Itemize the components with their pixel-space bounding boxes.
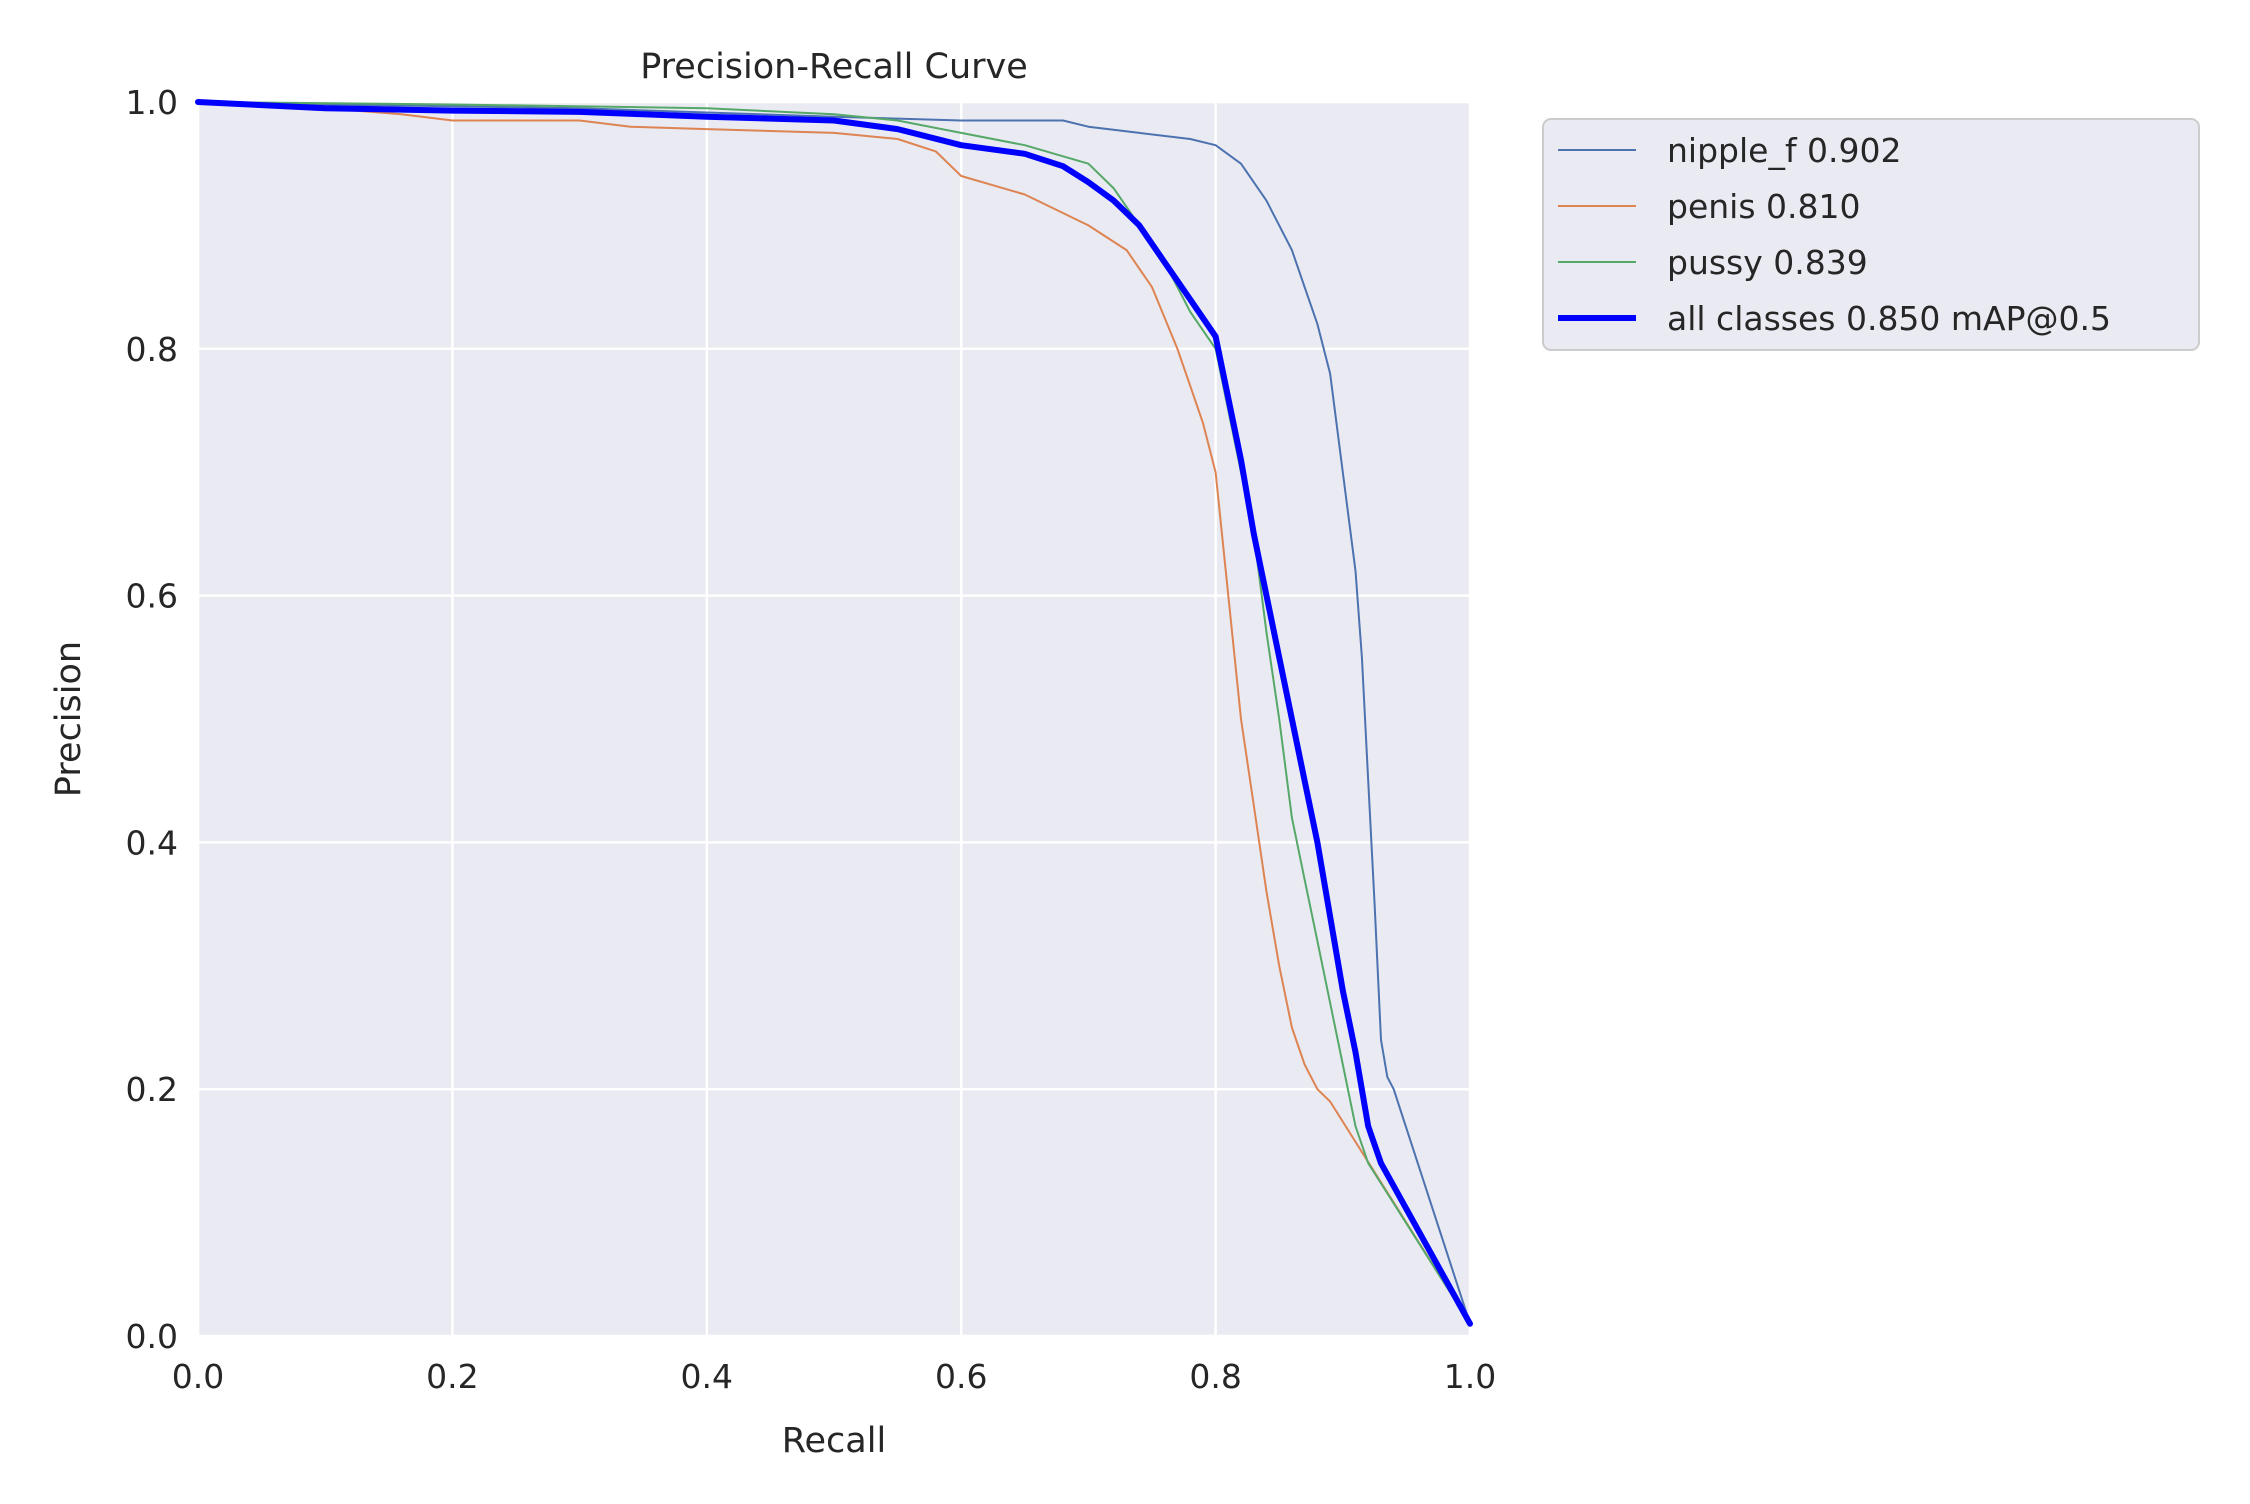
- x-tick-label: 0.6: [935, 1357, 987, 1396]
- y-tick-label: 0.2: [126, 1070, 178, 1109]
- grid: [196, 100, 1472, 1338]
- legend-label-2: pussy 0.839: [1667, 243, 1868, 282]
- legend-label-0: nipple_f 0.902: [1667, 131, 1902, 170]
- plot-area: [198, 102, 1470, 1336]
- chart-title: Precision-Recall Curve: [640, 47, 1028, 87]
- y-tick-label: 0.6: [126, 577, 178, 616]
- x-tick-label: 0.0: [172, 1357, 224, 1396]
- series-line-1: [197, 101, 1471, 1325]
- y-tick-label: 0.4: [126, 823, 178, 862]
- legend-label-1: penis 0.810: [1667, 187, 1861, 226]
- x-tick-label: 0.8: [1189, 1357, 1241, 1396]
- y-tick-label: 1.0: [126, 83, 178, 122]
- series-line-0: [197, 101, 1471, 1325]
- y-tick-label: 0.8: [126, 330, 178, 369]
- legend-box: [1542, 118, 2200, 351]
- series-line-3: [195, 99, 1473, 1327]
- x-tick-label: 0.2: [426, 1357, 478, 1396]
- y-tick-label: 0.0: [126, 1317, 178, 1356]
- x-axis-label: Recall: [782, 1421, 886, 1461]
- x-tick-label: 0.4: [681, 1357, 733, 1396]
- y-axis-label: Precision: [49, 641, 89, 797]
- series-layer: [195, 99, 1473, 1327]
- tick-labels: 0.0 0.2 0.4 0.6 0.8 1.0 0.0 0.2 0.4 0.6 0.8 1.0: [126, 83, 1497, 1396]
- legend-entries: nipple_f 0.902 penis 0.810 pussy 0.839 all …: [1558, 131, 2111, 338]
- legend-label-3: all classes 0.850 mAP@0.5: [1667, 299, 2111, 338]
- legend: nipple_f 0.902 penis 0.810 pussy 0.839 all …: [1542, 118, 2200, 351]
- x-tick-label: 1.0: [1444, 1357, 1496, 1396]
